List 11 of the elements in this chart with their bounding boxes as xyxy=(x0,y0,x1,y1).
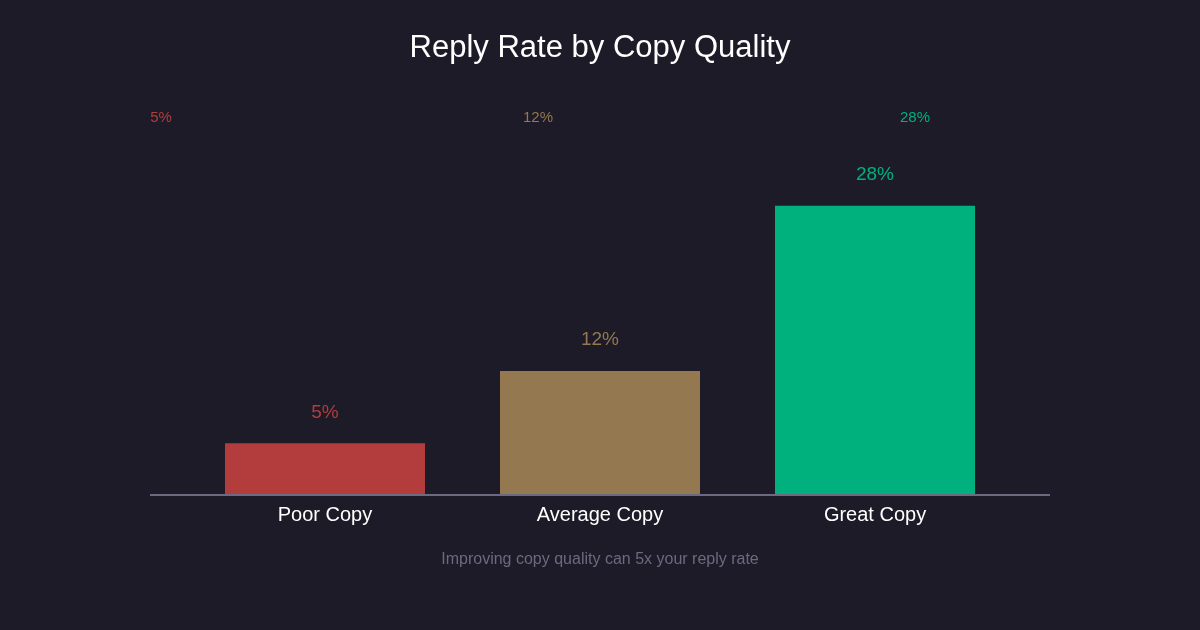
text: 12% xyxy=(522,108,554,126)
x-tick-label: Great Copy xyxy=(823,502,927,525)
text: 5% xyxy=(150,108,172,126)
x-tick-label: Average Copy xyxy=(536,502,664,525)
data-label: 12% xyxy=(580,328,620,350)
text: Improving copy quality can 5x your reply rate xyxy=(441,550,759,568)
text: 28% xyxy=(899,108,931,126)
chart-title: Reply Rate by Copy Quality xyxy=(409,28,791,64)
data-label: 28% xyxy=(855,162,895,184)
x-tick-label: Poor Copy xyxy=(277,502,373,525)
data-label: 5% xyxy=(311,400,339,422)
